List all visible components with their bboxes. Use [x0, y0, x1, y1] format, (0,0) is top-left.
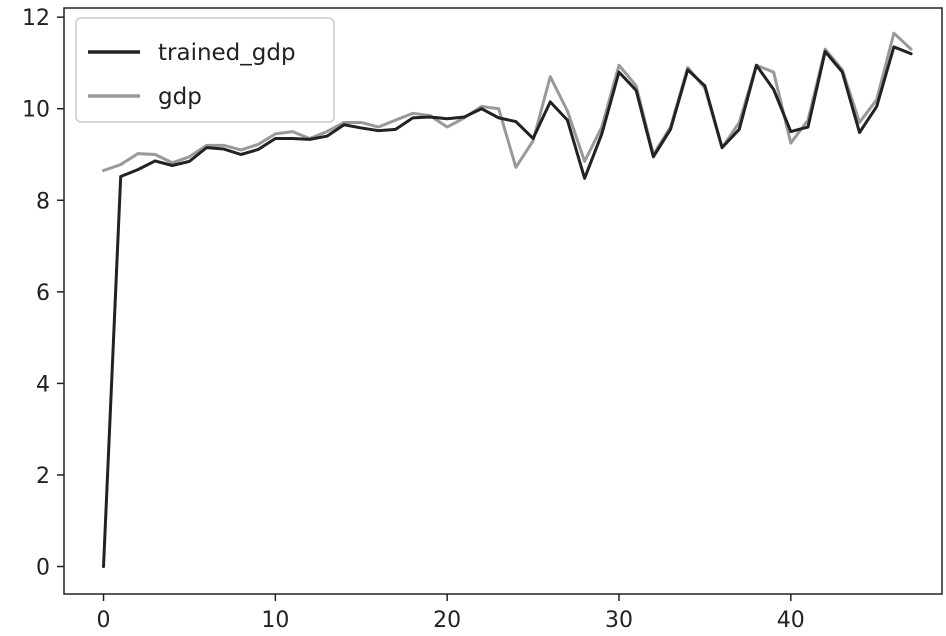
y-tick-label: 6 [36, 281, 50, 306]
x-tick-label: 0 [97, 608, 111, 633]
series-layer [102, 31, 913, 569]
x-tick-label: 40 [777, 608, 805, 633]
x-tick-label: 10 [261, 608, 289, 633]
legend-label-trained-gdp: trained_gdp [158, 40, 296, 66]
legend-label-gdp: gdp [158, 84, 202, 110]
y-tick-label: 2 [36, 464, 50, 489]
y-tick-label: 8 [36, 189, 50, 214]
series-line-gdp [102, 31, 913, 173]
x-tick-label: 30 [605, 608, 633, 633]
legend-box [75, 17, 335, 123]
x-tick-label: 20 [433, 608, 461, 633]
x-axis: 0 10 20 30 40 [97, 594, 805, 633]
y-tick-label: 0 [36, 556, 50, 581]
y-tick-label: 4 [36, 372, 50, 397]
y-tick-label: 12 [22, 6, 50, 31]
y-axis: 0 2 4 6 8 10 12 [22, 6, 64, 581]
series-line-trained-gdp [102, 45, 913, 569]
y-tick-label: 10 [22, 98, 50, 123]
